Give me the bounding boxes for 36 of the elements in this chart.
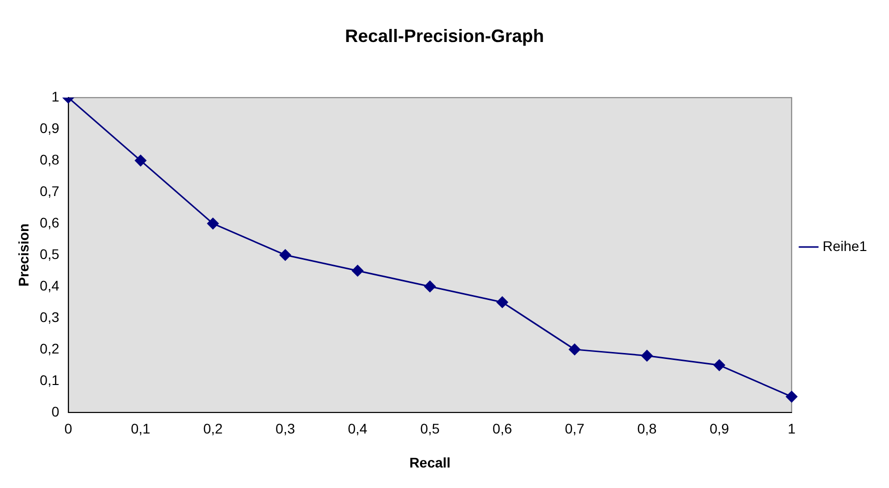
chart-title: Recall-Precision-Graph	[344, 26, 544, 46]
legend-label: Reihe1	[822, 238, 868, 254]
y-tick-label: 0,8	[40, 151, 60, 168]
point	[207, 218, 219, 230]
x-tick-label: 0,3	[276, 420, 296, 437]
point	[424, 280, 436, 292]
x-tick-label: 0,2	[203, 420, 223, 437]
point	[496, 296, 508, 308]
y-tick-label: 0,2	[40, 340, 60, 356]
y-tick-label: 0,6	[40, 214, 60, 230]
point	[134, 154, 146, 166]
y-axis-title: Precision	[15, 223, 32, 287]
point	[786, 390, 798, 402]
x-tick-label: 1	[788, 420, 796, 437]
y-tick-label: 0,9	[40, 120, 60, 136]
x-tick-label: 0,5	[420, 420, 440, 437]
x-tick-label: 0,4	[348, 420, 368, 437]
x-tick-label: 0,6	[492, 420, 512, 437]
point	[641, 350, 653, 362]
x-tick-label: 0,7	[564, 420, 585, 437]
x-tick-label: 0,8	[637, 420, 657, 437]
y-tick-label: 0,5	[40, 246, 60, 262]
y-tick-label: 0,7	[40, 182, 60, 199]
point	[280, 249, 292, 261]
y-tick-label: 0	[51, 403, 60, 420]
point	[568, 344, 580, 356]
y-tick-label: 0,3	[40, 308, 60, 325]
x-tick-label: 0,1	[130, 420, 151, 437]
y-tick-label: 0,1	[40, 372, 60, 388]
x-tick-label: 0	[64, 420, 72, 437]
point	[352, 264, 364, 276]
point	[714, 359, 726, 371]
x-tick-label: 0,9	[710, 420, 730, 437]
y-tick-label: 1	[51, 88, 60, 104]
y-tick-label: 0,4	[40, 277, 60, 294]
x-axis-title: Recall	[409, 454, 451, 470]
